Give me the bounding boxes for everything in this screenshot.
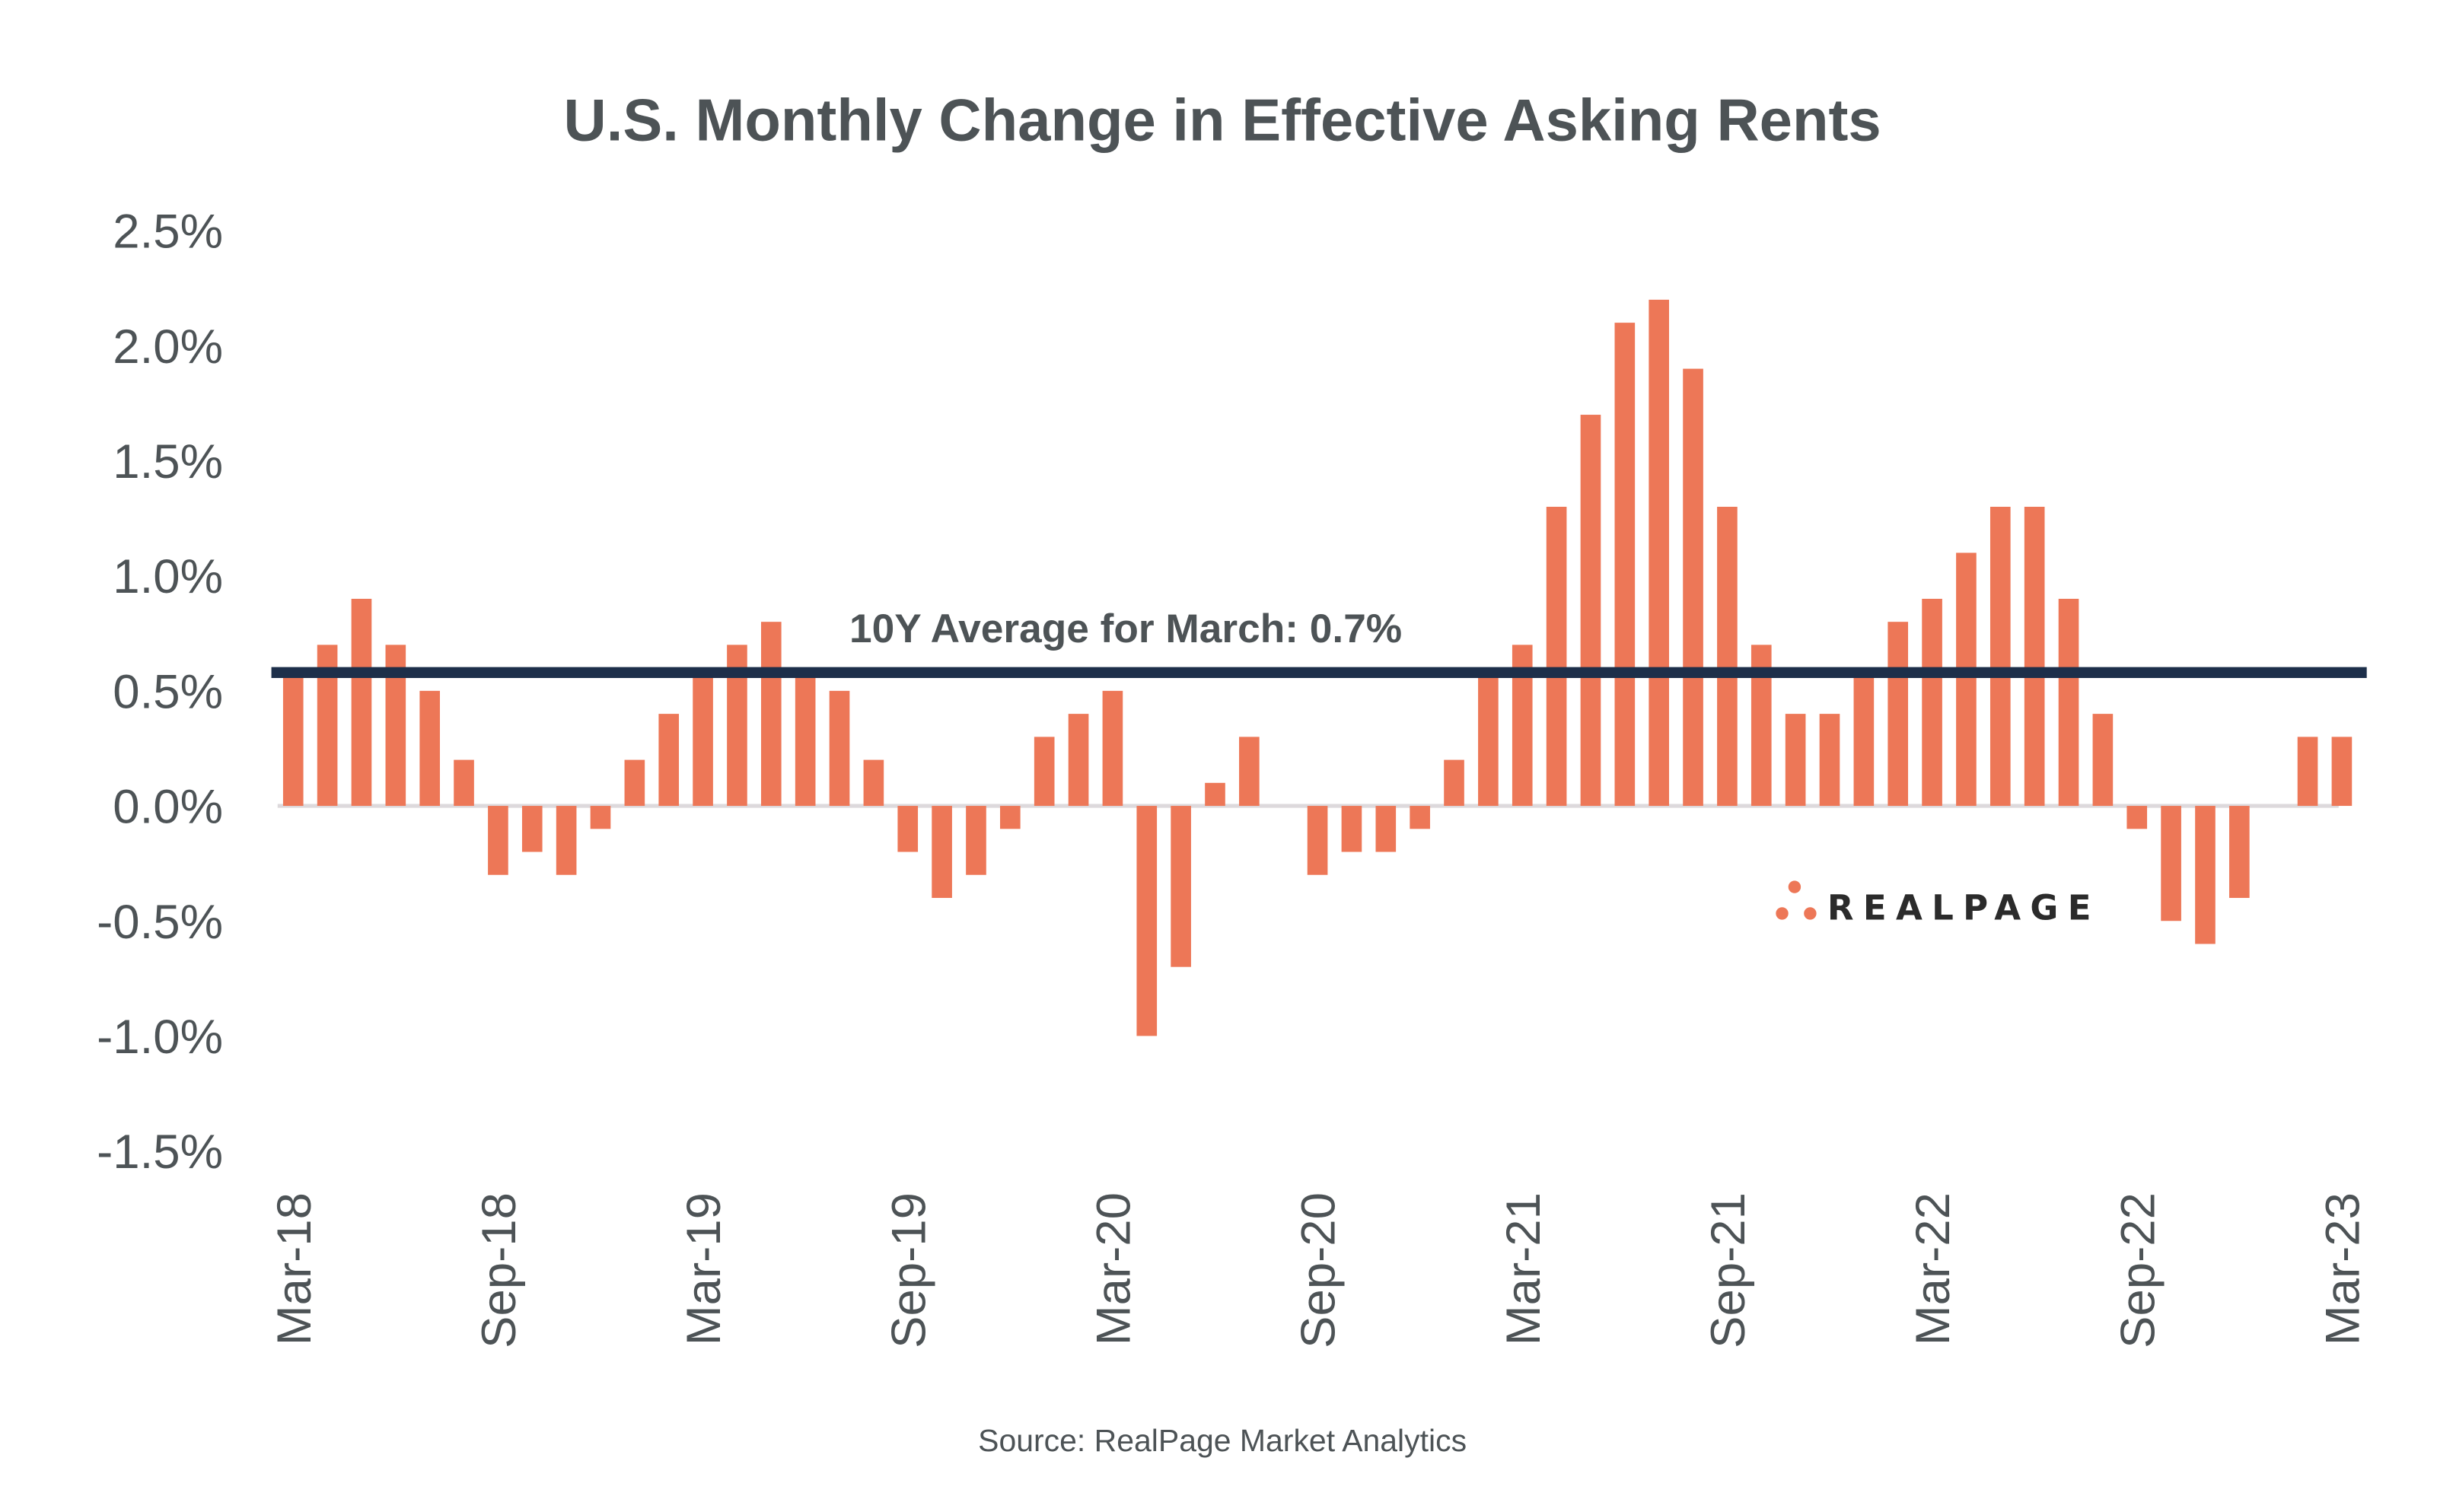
bar-Jan-20 [1034,737,1055,807]
bar-Dec-21 [1819,714,1840,807]
y-tick-label: 1.5% [113,435,223,489]
bar-Jul-21 [1649,299,1670,807]
bar-Sep-19 [897,806,919,852]
y-tick-label: 0.5% [113,665,223,718]
bar-Apr-21 [1546,506,1567,807]
bar-Oct-22 [2161,806,2181,922]
bar-Aug-22 [2092,714,2114,807]
bar-Jan-22 [1853,667,1875,807]
bar-Feb-23 [2297,737,2318,807]
bar-Oct-18 [521,806,543,852]
x-tick-label: Sep-20 [1292,1192,1346,1348]
bar-Dec-22 [2229,806,2250,898]
bars [282,299,2353,1036]
reference-line-label: 10Y Average for March: 0.7% [849,606,1402,651]
x-tick-label: Mar-19 [677,1192,731,1345]
bar-Jun-22 [2024,506,2045,807]
bar-Oct-19 [932,806,952,898]
x-tick-label: Sep-19 [882,1192,935,1348]
x-tick-label: Mar-20 [1087,1192,1140,1345]
logo-dot-icon [1776,907,1789,920]
bar-May-19 [760,622,782,807]
y-tick-label: 0.0% [113,781,223,834]
bar-Jul-22 [2058,598,2079,807]
source-note: Source: RealPage Market Analytics [978,1423,1467,1458]
bar-Sep-18 [488,806,508,875]
x-tick-label: Sep-18 [473,1192,526,1348]
y-tick-label: 2.5% [113,205,223,259]
bar-Nov-19 [966,806,986,875]
bar-Apr-20 [1136,806,1158,1036]
bar-Jun-20 [1205,782,1225,807]
bar-May-20 [1171,806,1191,967]
bar-Sep-22 [2126,806,2148,829]
bar-Apr-22 [1956,552,1977,807]
logo-dot-icon [1788,880,1801,893]
bar-Mar-23 [2331,737,2353,807]
bar-Feb-20 [1068,714,1089,807]
bar-Dec-20 [1410,806,1430,829]
bar-Nov-20 [1375,806,1397,852]
y-tick-label: -0.5% [97,896,223,949]
y-tick-label: -1.5% [97,1125,223,1179]
bar-Nov-21 [1785,714,1806,807]
bar-May-21 [1580,415,1601,807]
bar-Dec-19 [1000,806,1021,829]
bar-Mar-22 [1922,598,1942,807]
y-tick-label: 2.0% [113,320,223,374]
bar-Feb-22 [1887,622,1909,807]
bar-Mar-20 [1102,690,1123,807]
logo-dot-icon [1804,907,1817,920]
bar-Jan-21 [1444,759,1464,807]
logo-text: REALPAGE [1827,888,2101,928]
x-tick-label: Mar-18 [268,1192,321,1345]
bar-Mar-18 [282,667,304,807]
x-axis: Mar-18 Sep-18 Mar-19 Sep-19 Mar-20 Sep-20 Mar-… [268,1192,2370,1348]
bar-Aug-19 [863,759,884,807]
y-axis: -1.5% -1.0% -0.5% 0.0% 0.5% 1.0% 1.5% 2.0% 2.5% [97,205,223,1179]
bar-Jul-18 [419,690,441,807]
bar-Nov-22 [2195,806,2216,944]
x-tick-label: Sep-22 [2111,1192,2165,1348]
y-tick-label: -1.0% [97,1011,223,1064]
bar-Dec-18 [590,806,611,829]
bar-Mar-19 [693,667,713,807]
y-tick-label: 1.0% [113,550,223,603]
x-tick-label: Mar-22 [1907,1192,1960,1345]
x-tick-label: Sep-21 [1702,1192,1755,1348]
x-tick-label: Mar-21 [1497,1192,1550,1345]
bar-Feb-19 [658,714,680,807]
bar-Jan-19 [624,759,645,807]
bar-Jul-19 [829,690,850,807]
bar-Jun-21 [1614,323,1636,807]
bar-Jun-19 [795,667,816,807]
bar-Oct-20 [1341,806,1362,852]
bar-Sep-21 [1717,506,1738,807]
realpage-logo: REALPAGE [1776,880,2101,928]
bar-Jul-20 [1239,737,1260,807]
x-tick-label: Mar-23 [2316,1192,2369,1345]
bar-Feb-21 [1478,667,1499,807]
chart-title: U.S. Monthly Change in Effective Asking … [564,88,1881,153]
bar-May-18 [351,598,372,807]
bar-Aug-21 [1683,368,1703,807]
bar-Sep-20 [1307,806,1328,875]
bar-Aug-18 [454,759,474,807]
bar-May-22 [1989,506,2011,807]
bar-Nov-18 [556,806,577,875]
